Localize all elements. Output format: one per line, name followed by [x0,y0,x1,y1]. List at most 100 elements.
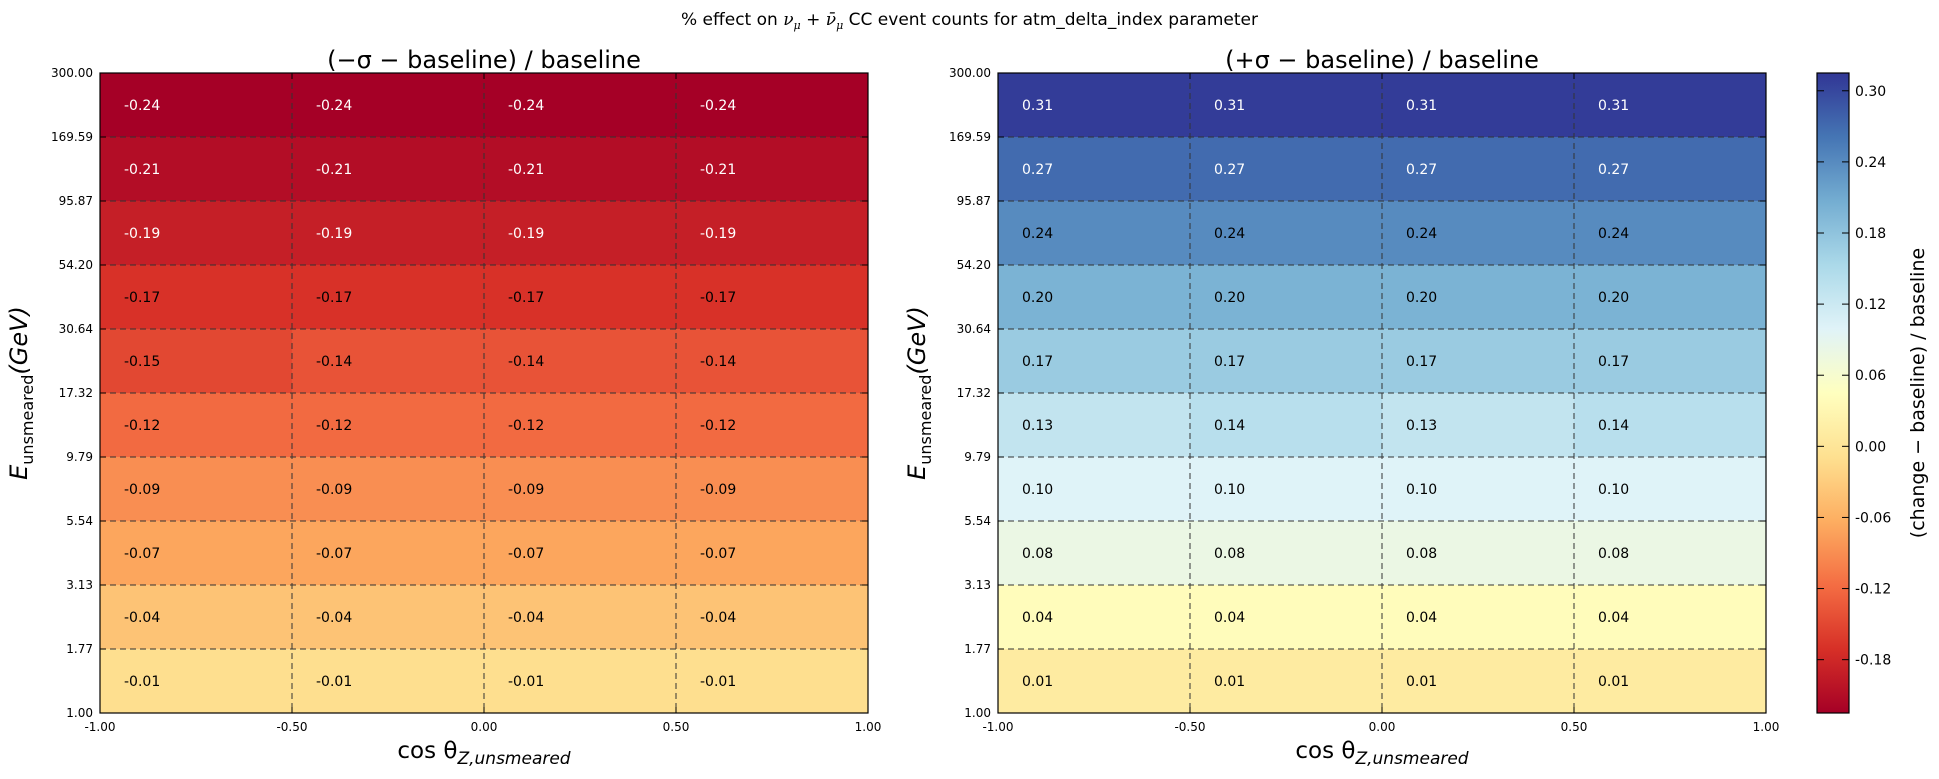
x-tick-label: 1.00 [1753,720,1780,734]
cell-label: -0.24 [508,98,544,114]
figure-title: % effect on νμ + ν̄μ CC event counts for… [681,10,1258,32]
heatmap-cell [292,521,484,585]
heatmap-cell [292,265,484,329]
x-axis-label: cos θZ,unsmeared [397,738,570,769]
cell-label: 0.20 [1406,290,1437,306]
colorbar-tick-label: 0.18 [1855,226,1886,242]
cell-label: 0.13 [1022,418,1053,434]
heatmap-cell [1382,649,1574,713]
cell-label: -0.21 [508,162,544,178]
heatmap-cell [1574,649,1766,713]
heatmap-cell [1190,329,1382,393]
cell-label: 0.27 [1214,162,1245,178]
heatmap-cell [292,393,484,457]
heatmap-cell [1382,201,1574,265]
cell-label: -0.24 [124,98,160,114]
cell-label: 0.27 [1406,162,1437,178]
cell-label: -0.12 [508,418,544,434]
cell-label: 0.01 [1022,674,1053,690]
heatmap-cell [484,457,676,521]
colorbar-tick-label: 0.00 [1855,439,1886,455]
cell-label: 0.08 [1214,546,1245,562]
cell-label: -0.19 [508,226,544,242]
cell-label: -0.04 [316,610,352,626]
cell-label: -0.04 [508,610,544,626]
cell-label: 0.14 [1598,418,1629,434]
colorbar-label: (change − baseline) / baseline [1907,248,1929,538]
heatmap-cell [676,201,868,265]
cell-label: -0.12 [316,418,352,434]
y-tick-label: 17.32 [957,386,991,400]
cell-label: -0.04 [124,610,160,626]
y-tick-label: 5.54 [964,514,991,528]
heatmap-cell [998,649,1190,713]
heatmap-cell [1382,137,1574,201]
cell-label: 0.17 [1214,354,1245,370]
cell-label: 0.20 [1022,290,1053,306]
heatmap-cell [292,201,484,265]
cell-label: 0.08 [1598,546,1629,562]
x-tick-label: 0.50 [663,720,690,734]
heatmap-cell [484,521,676,585]
heatmap-cell [1190,585,1382,649]
heatmap-cell [100,393,292,457]
cell-label: 0.31 [1598,98,1629,114]
y-tick-label: 1.77 [66,642,93,656]
heatmap-panel-minus-sigma: -0.01 -0.01 -0.01 -0.01 -0.04 -0.04 -0.04 -0.04… [5,46,881,769]
cell-label: -0.17 [508,290,544,306]
cell-label: 0.20 [1598,290,1629,306]
colorbar-tick-label: -0.12 [1855,582,1891,598]
y-tick-label: 30.64 [957,322,991,336]
heatmap-cell [998,265,1190,329]
x-tick-label: 0.50 [1561,720,1588,734]
heatmap-cell [1382,265,1574,329]
x-tick-label: 0.00 [471,720,498,734]
heatmap-cell [676,73,868,137]
heatmap-cell [998,521,1190,585]
cell-label: -0.21 [700,162,736,178]
cell-label: 0.04 [1598,610,1629,626]
cell-label: -0.14 [700,354,736,370]
heatmap-cell [1190,201,1382,265]
heatmap-cell [484,201,676,265]
heatmap-cell [998,73,1190,137]
cell-label: -0.09 [700,482,736,498]
heatmap-cell [998,585,1190,649]
cell-label: 0.17 [1598,354,1629,370]
cell-label: 0.01 [1214,674,1245,690]
cell-label: -0.07 [508,546,544,562]
heatmap-cell [1190,73,1382,137]
cell-label: -0.01 [700,674,736,690]
cell-label: -0.24 [700,98,736,114]
heatmap-cell [292,649,484,713]
panel-title: (+σ − baseline) / baseline [1225,46,1539,74]
heatmap-cell [676,649,868,713]
heatmap-cell [1574,265,1766,329]
x-tick-label: 1.00 [855,720,882,734]
heatmap-cell [676,585,868,649]
heatmap-cell [484,137,676,201]
cell-label: -0.09 [124,482,160,498]
heatmap-cell [484,265,676,329]
cell-label: 0.08 [1406,546,1437,562]
cell-label: -0.04 [700,610,736,626]
cell-label: 0.20 [1214,290,1245,306]
y-tick-label: 5.54 [66,514,93,528]
y-tick-label: 95.87 [957,194,991,208]
cell-label: 0.04 [1406,610,1437,626]
cell-label: 0.24 [1406,226,1437,242]
heatmap-cell [1190,521,1382,585]
heatmap-panel-plus-sigma: 0.01 0.01 0.01 0.01 0.04 0.04 0.04 0.04 0.08 0.08… [903,46,1779,769]
heatmap-cell [1574,393,1766,457]
heatmap-cell [100,265,292,329]
cell-label: -0.07 [124,546,160,562]
y-tick-label: 30.64 [59,322,93,336]
heatmap-cell [1382,585,1574,649]
y-tick-label: 300.00 [51,66,93,80]
colorbar-tick-label: 0.12 [1855,297,1886,313]
cell-label: -0.17 [124,290,160,306]
cell-label: -0.12 [700,418,736,434]
y-axis-label: Eunsmeared(GeV) [5,306,37,480]
cell-label: 0.24 [1022,226,1053,242]
y-tick-label: 54.20 [957,258,991,272]
